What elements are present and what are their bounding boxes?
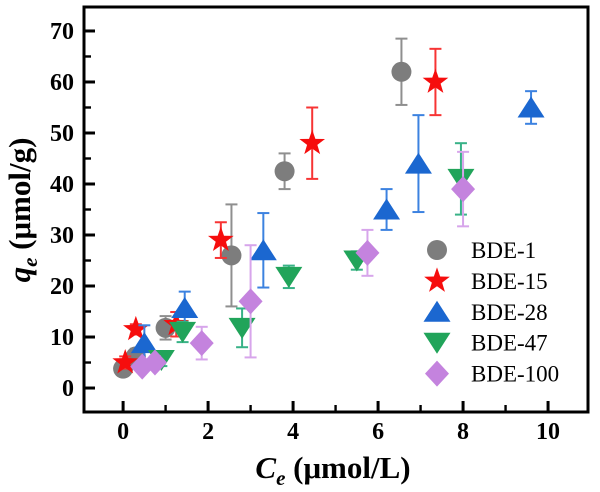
data-point-BDE-100 [451, 176, 476, 203]
series-BDE-100 [130, 150, 476, 380]
legend-marker-BDE-100 [425, 360, 449, 387]
data-point-BDE-100 [355, 239, 380, 266]
legend-marker-BDE-28 [423, 300, 451, 322]
y-tick-label: 50 [50, 121, 74, 147]
x-axis-label: Ce (μmol/L) [255, 450, 410, 490]
legend-label-BDE-47: BDE-47 [471, 331, 548, 356]
plot-border [82, 5, 590, 414]
data-point-BDE-15 [208, 226, 234, 252]
data-point-BDE-28 [517, 96, 545, 118]
legend: BDE-1 BDE-15 BDE-28 BDE-47 BDE-100 [423, 238, 559, 387]
data-point-BDE-47 [228, 317, 256, 339]
x-tick-label: 10 [536, 419, 560, 445]
data-point-BDE-1 [221, 245, 242, 266]
x-tick-label: 8 [457, 419, 469, 445]
data-point-BDE-15 [299, 129, 326, 155]
y-tick-label: 40 [50, 172, 74, 198]
series-BDE-15 [112, 47, 449, 374]
data-point-BDE-100 [142, 349, 167, 376]
axis-ticks: 0 2 4 6 8 10 0 10 20 30 40 50 60 70 [50, 19, 560, 445]
y-axis-label: qe (μmol/g) [2, 138, 42, 283]
legend-label-BDE-28: BDE-28 [471, 300, 548, 325]
data-point-BDE-47 [169, 321, 197, 343]
data-point-BDE-28 [404, 152, 432, 174]
legend-label-BDE-100: BDE-100 [471, 362, 559, 387]
y-tick-label: 20 [50, 274, 74, 300]
series-BDE-28 [130, 90, 545, 362]
y-tick-label: 60 [50, 70, 74, 96]
legend-marker-BDE-1 [427, 240, 447, 260]
x-tick-label: 2 [202, 419, 214, 445]
y-tick-label: 70 [50, 19, 74, 45]
legend-marker-BDE-47 [423, 332, 451, 354]
data-point-BDE-15 [112, 349, 139, 374]
data-point-BDE-15 [123, 315, 149, 341]
data-point-BDE-15 [422, 68, 449, 93]
y-tick-label: 30 [50, 223, 74, 249]
data-point-BDE-28 [171, 296, 199, 318]
legend-marker-BDE-15 [424, 267, 450, 292]
series-BDE-1 [113, 37, 412, 379]
legend-label-BDE-15: BDE-15 [471, 269, 548, 294]
data-point-BDE-28 [130, 332, 158, 354]
y-tick-label: 10 [50, 325, 74, 351]
data-point-BDE-100 [189, 330, 214, 357]
data-point-BDE-100 [238, 288, 263, 315]
data-point-BDE-1 [274, 161, 295, 182]
data-point-BDE-28 [373, 198, 401, 220]
x-tick-label: 6 [372, 419, 384, 445]
data-point-BDE-47 [275, 266, 303, 288]
data-point-BDE-28 [249, 239, 277, 261]
y-tick-label: 0 [62, 376, 74, 402]
data-point-BDE-1 [391, 61, 412, 82]
x-tick-label: 4 [287, 419, 299, 445]
legend-label-BDE-1: BDE-1 [471, 238, 536, 263]
x-tick-label: 0 [117, 419, 129, 445]
